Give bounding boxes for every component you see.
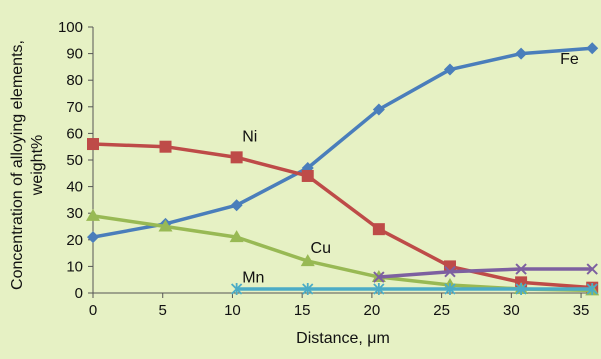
- data-point-square: [159, 140, 172, 153]
- y-tick-label: 80: [66, 72, 83, 89]
- y-tick-label: 10: [66, 258, 83, 275]
- series-label-ni: Ni: [242, 128, 257, 145]
- x-tick-label: 0: [89, 302, 97, 319]
- data-point-triangle: [300, 254, 315, 267]
- y-tick-label: 60: [66, 125, 83, 142]
- data-point-square: [230, 151, 243, 164]
- data-point-star: [230, 283, 243, 296]
- y-tick-label: 90: [66, 46, 83, 63]
- y-tick-label: 50: [66, 152, 83, 169]
- data-point-diamond: [443, 63, 456, 76]
- data-point-square: [372, 223, 385, 236]
- data-point-star: [373, 283, 385, 296]
- x-tick-label: 25: [433, 302, 450, 319]
- series-line: [378, 267, 593, 279]
- svg-text:Concentration of alloying elem: Concentration of alloying elements, weigh…: [9, 40, 46, 290]
- data-point-diamond: [586, 42, 599, 55]
- data-point-diamond: [230, 199, 243, 212]
- data-point-x: [586, 263, 598, 275]
- data-point-star: [302, 283, 314, 296]
- x-tick-label: 5: [159, 302, 167, 319]
- series-line: [92, 142, 593, 290]
- data-point-x: [515, 263, 527, 275]
- x-tick-label: 20: [364, 302, 381, 319]
- x-tick-label: 35: [573, 302, 590, 319]
- x-tick-label: 15: [294, 302, 311, 319]
- y-tick-label: 30: [66, 205, 83, 222]
- axes: [88, 26, 595, 298]
- data-point-square: [87, 138, 99, 151]
- data-point-triangle: [229, 230, 244, 243]
- data-point-x: [373, 271, 385, 283]
- data-point-diamond: [515, 47, 528, 60]
- series-label-mn: Mn: [242, 269, 264, 286]
- series-mn: [230, 283, 598, 296]
- y-axis-title-line: Concentration of alloying elements,: [9, 40, 26, 290]
- series-group: [86, 42, 600, 296]
- data-point-x: [444, 266, 456, 278]
- x-axis-title: Distance, μm: [296, 330, 390, 347]
- y-tick-label: 40: [66, 179, 83, 196]
- series-label-cu: Cu: [311, 240, 331, 257]
- data-point-diamond: [372, 103, 385, 116]
- data-point-star: [586, 283, 598, 296]
- data-point-triangle: [86, 208, 100, 221]
- series-fe: [87, 42, 599, 244]
- y-tick-labels: 0 10 20 30 40 50 60 70 80 90 100: [58, 19, 83, 302]
- y-tick-label: 20: [66, 232, 83, 249]
- x-tick-labels: 0 5 10 15 20 25 30 35: [89, 302, 590, 319]
- y-tick-label: 100: [58, 19, 83, 36]
- data-point-square: [301, 169, 314, 182]
- y-axis-title: Concentration of alloying elements, weigh…: [9, 40, 46, 290]
- y-axis-title-line: weight%: [29, 135, 46, 196]
- series-labels: Fe Ni Cu Mn: [242, 51, 579, 286]
- series-label-fe: Fe: [560, 51, 579, 68]
- x-tick-label: 30: [503, 302, 520, 319]
- y-tick-label: 70: [66, 99, 83, 116]
- data-point-star: [444, 283, 456, 296]
- series-line: [92, 46, 593, 239]
- y-tick-label: 0: [75, 285, 83, 302]
- x-tick-label: 10: [224, 302, 241, 319]
- data-point-star: [515, 283, 527, 296]
- series-unlabeled: [373, 263, 598, 283]
- data-point-diamond: [87, 231, 99, 244]
- data-point-triangle: [158, 219, 173, 232]
